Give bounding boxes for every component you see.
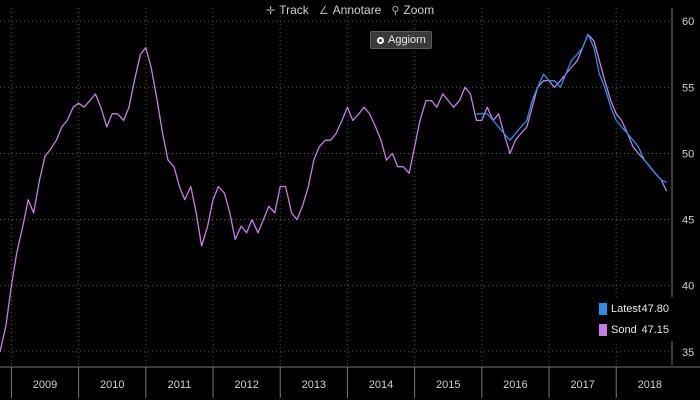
refresh-label: Aggiorn — [388, 34, 426, 46]
x-tick-label: 2016 — [503, 379, 527, 391]
legend-value-latest: 47.80 — [641, 303, 669, 315]
crosshair-icon: ✛ — [266, 4, 276, 17]
y-tick-label: 35 — [682, 347, 694, 359]
y-tick-label: 55 — [682, 82, 694, 94]
legend-label-latest: Latest — [611, 303, 641, 315]
chart-toolbar: ✛ Track ∠ Annotare ⚲ Zoom — [266, 3, 434, 17]
x-tick-label: 2010 — [100, 379, 124, 391]
zoom-button[interactable]: ⚲ Zoom — [391, 3, 434, 17]
x-tick-label: 2015 — [436, 379, 460, 391]
track-button[interactable]: ✛ Track — [266, 3, 309, 17]
x-tick-label: 2009 — [33, 379, 57, 391]
x-tick-label: 2014 — [369, 379, 393, 391]
chart-legend: Latest 47.80 Sond 47.15 — [595, 297, 673, 341]
series-lines — [0, 33, 668, 352]
refresh-button[interactable]: Aggiorn — [370, 31, 432, 49]
legend-item-sond: Sond 47.15 — [595, 321, 673, 339]
legend-swatch-latest — [599, 303, 607, 315]
legend-item-latest: Latest 47.80 — [595, 300, 673, 318]
legend-swatch-sond — [599, 324, 607, 336]
series-line-latest — [476, 33, 667, 184]
y-tick-label: 60 — [682, 16, 694, 28]
legend-label-sond: Sond — [611, 324, 637, 336]
pencil-icon: ∠ — [318, 4, 329, 17]
y-tick-label: 40 — [682, 281, 694, 293]
zoom-label: Zoom — [403, 3, 435, 17]
magnifier-icon: ⚲ — [391, 4, 400, 17]
annotate-label: Annotare — [332, 3, 382, 17]
x-axis: 2009 2010 2011 2012 2013 2014 2015 2016 2017 2018 — [0, 366, 700, 398]
refresh-icon — [377, 36, 384, 44]
x-tick-label: 2018 — [638, 379, 662, 391]
x-tick-label: 2011 — [168, 379, 192, 391]
annotate-button[interactable]: ∠ Annotare — [319, 3, 382, 17]
y-tick-label: 50 — [682, 148, 694, 160]
x-tick-label: 2013 — [302, 379, 326, 391]
legend-value-sond: 47.15 — [641, 324, 669, 336]
y-tick-label: 45 — [682, 215, 694, 227]
x-tick-label: 2017 — [570, 379, 594, 391]
y-axis: 35 40 45 50 55 60 — [671, 8, 694, 365]
track-label: Track — [279, 3, 309, 17]
x-tick-label: 2012 — [234, 379, 258, 391]
series-line-sond — [0, 33, 668, 352]
grid-lines — [0, 8, 672, 365]
